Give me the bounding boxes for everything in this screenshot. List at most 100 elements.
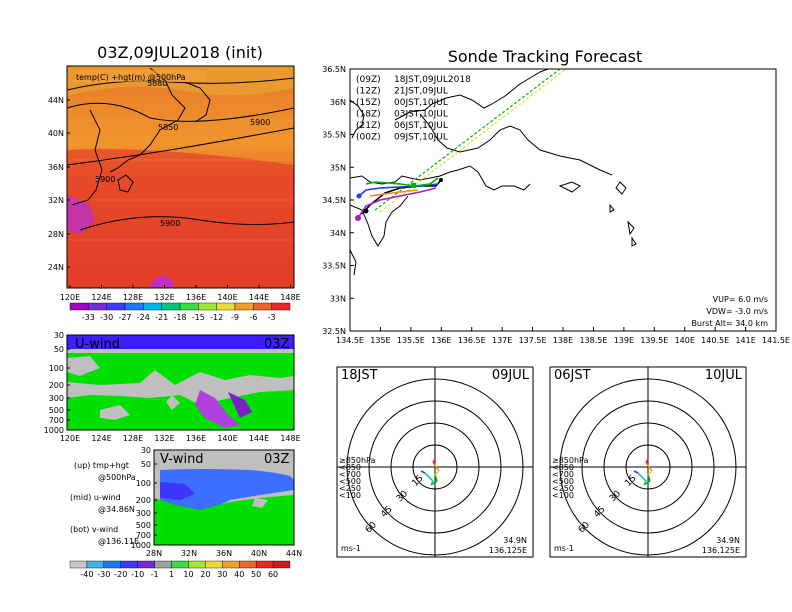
track-lat-label: 32.5N: [322, 327, 346, 336]
vwind-panel: V-wind 03Z: [153, 449, 295, 546]
map-lon-tick-label: 128E: [123, 293, 143, 302]
map-lat-tick-label: 36N: [48, 163, 64, 172]
uwind-pressure-label: 30: [54, 331, 64, 340]
hodograph-trace-segment: [645, 462, 653, 472]
hodograph-level-label: <700: [552, 470, 574, 479]
hodograph-level-label: <100: [339, 491, 361, 500]
wind-colorbar-cell: [171, 560, 189, 569]
wind-colorbar-cell: [239, 560, 257, 569]
map-lon-axis: 120E 124E 128E 132E 136E 140E 144E 148E: [60, 285, 301, 302]
track-lon-label: 138.5E: [579, 336, 607, 345]
vwind-pressure-label: 50: [141, 460, 151, 469]
map-lat-tick-label: 28N: [48, 230, 64, 239]
hodograph-trace-segment: [637, 472, 647, 482]
temperature-colorbar-cell: [143, 302, 162, 311]
hodograph-trace-segment: [633, 470, 639, 474]
vwind-time: 03Z: [264, 452, 290, 467]
hodograph-level-label: <250: [339, 484, 361, 493]
track-legend-run: (12Z): [356, 87, 381, 97]
legend-line-5: (bot) v-wind: [70, 525, 118, 534]
wind-colorbar-cell: [86, 560, 105, 569]
vwind-lat-label: 44N: [286, 549, 302, 558]
uwind-lon-label: 128E: [123, 434, 143, 443]
uwind-lon-label: 124E: [91, 434, 111, 443]
track-lon-label: 141.5E: [762, 336, 790, 345]
track-lat-label: 35N: [330, 163, 346, 172]
uwind-pressure-label: 200: [49, 381, 64, 390]
vwind-lat-label: 28N: [146, 549, 162, 558]
temperature-colorbar-label: -30: [100, 313, 113, 322]
temperature-colorbar-label: -33: [82, 313, 95, 322]
wind-colorbar-label: -30: [97, 570, 110, 579]
track-lat-label: 36.5N: [322, 65, 346, 74]
track-burst: Burst Alt= 34.0 km: [691, 319, 768, 328]
contour-label-5900-b: 5900: [95, 175, 115, 184]
track-legend-time: 09JST,10JUL: [394, 133, 448, 143]
wind-colorbar-label: -1: [151, 570, 159, 579]
contour-label-5900-c: 5900: [160, 219, 180, 228]
hodograph-trace-segment: [647, 474, 651, 482]
hodograph-lon: 136.125E: [489, 546, 527, 555]
vwind-pressure-label: 200: [136, 496, 151, 505]
track-legend-run: (00Z): [356, 133, 381, 143]
track-legend-run: (15Z): [356, 98, 381, 108]
track-lon-label: 135.5E: [397, 336, 425, 345]
hodograph-level-label: <700: [339, 470, 361, 479]
temperature-colorbar-label: -27: [118, 313, 131, 322]
track-title: Sonde Tracking Forecast: [448, 47, 643, 66]
wind-colorbar-cell: [103, 560, 121, 569]
temperature-colorbar-cell: [88, 302, 107, 311]
track-lon-label: 141E: [735, 336, 755, 345]
vwind-pressure-label: 1000: [131, 541, 151, 550]
hodograph-lon: 136.125E: [702, 546, 740, 555]
temperature-colorbar-label: -24: [137, 313, 150, 322]
track-lon-label: 137.5E: [519, 336, 547, 345]
temperature-colorbar-cell: [198, 302, 217, 311]
map-lat-axis: 44N 40N 36N 32N 28N 24N: [48, 96, 70, 272]
wind-colorbar-label: 20: [200, 570, 210, 579]
uwind-lon-label: 140E: [217, 434, 237, 443]
wind-colorbar-cell: [188, 560, 206, 569]
wind-colorbar-cell: [120, 560, 138, 569]
track-legend: (09Z) 18JST,09JUL2018 (12Z) 21JST,09JUL (15Z…: [356, 75, 471, 143]
vwind-pressure-label: 500: [136, 521, 151, 530]
hodograph-unit: ms-1: [341, 544, 361, 553]
track-legend-time: 18JST,09JUL2018: [394, 75, 471, 85]
map-lon-tick-label: 132E: [154, 293, 174, 302]
vwind-pressure-label: 100: [136, 479, 151, 488]
uwind-panel: U-wind 03Z: [66, 334, 295, 431]
hodograph-level-label: <500: [552, 477, 574, 486]
hodograph-time: 06JST: [554, 368, 591, 383]
wind-colorbar-cell: [255, 560, 274, 569]
map-lat-tick-label: 40N: [48, 129, 64, 138]
contour-label-5900-a: 5900: [250, 118, 270, 127]
track-lon-label: 138E: [553, 336, 573, 345]
uwind-lon-label: 120E: [60, 434, 80, 443]
uwind-lon-label: 136E: [186, 434, 206, 443]
temperature-colorbar-label: -15: [192, 313, 205, 322]
temperature-map: [67, 66, 294, 288]
track-lon-label: 140.5E: [701, 336, 729, 345]
wind-colorbar-label: -40: [80, 570, 93, 579]
map-lat-tick-label: 24N: [48, 263, 64, 272]
wind-colorbar: -40 -30 -20 -10 -1 1 10 20 30 40 50 60: [69, 560, 291, 579]
temperature-colorbar-cell: [161, 302, 181, 311]
temperature-colorbar-label: -21: [155, 313, 168, 322]
wind-colorbar-label: 40: [234, 570, 244, 579]
track-lon-label: 134.5E: [336, 336, 364, 345]
wind-colorbar-cell: [137, 560, 155, 569]
map-subtitle: temp(C) +hgt(m) @500hPa: [76, 73, 186, 82]
hodograph-trace-segment: [432, 458, 436, 464]
map-title: 03Z,09JUL2018 (init): [97, 43, 263, 62]
wind-colorbar-label: 1: [169, 570, 174, 579]
hodograph-trace-segment: [434, 470, 440, 476]
temperature-colorbar-label: -18: [173, 313, 186, 322]
track-legend-time: 03JST,10JUL: [394, 110, 448, 120]
track-lat-axis: 36.5N 36N 35.5N 35N 34.5N 34N 33.5N 33N 32.5N: [322, 65, 354, 336]
map-lon-tick-label: 140E: [217, 293, 237, 302]
track-map: [350, 69, 637, 276]
hodograph-level-label: <250: [552, 484, 574, 493]
